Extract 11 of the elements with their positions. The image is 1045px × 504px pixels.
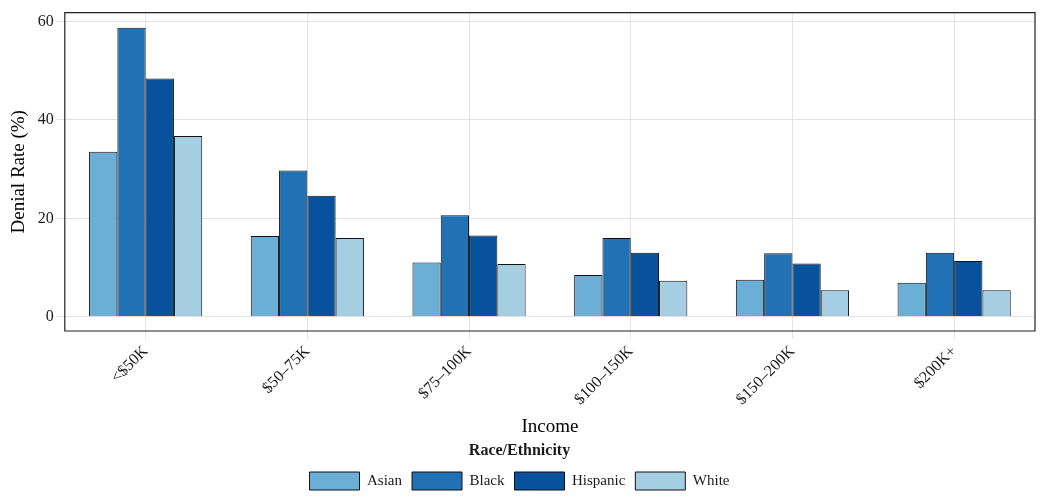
legend-title: Race/Ethnicity: [468, 440, 571, 459]
y-axis-title: Denial Rate (%): [7, 110, 30, 234]
x-axis-title: Income: [521, 415, 579, 437]
legend-label: Asian: [367, 471, 403, 488]
y-tick-label: 60: [37, 11, 54, 29]
y-tick-label: 20: [37, 208, 54, 226]
y-tick-label: 40: [37, 110, 54, 128]
legend-label: Hispanic: [572, 471, 626, 488]
legend-label: White: [692, 471, 730, 488]
legend-label: Black: [469, 471, 506, 488]
y-tick-label: 0: [45, 306, 54, 324]
